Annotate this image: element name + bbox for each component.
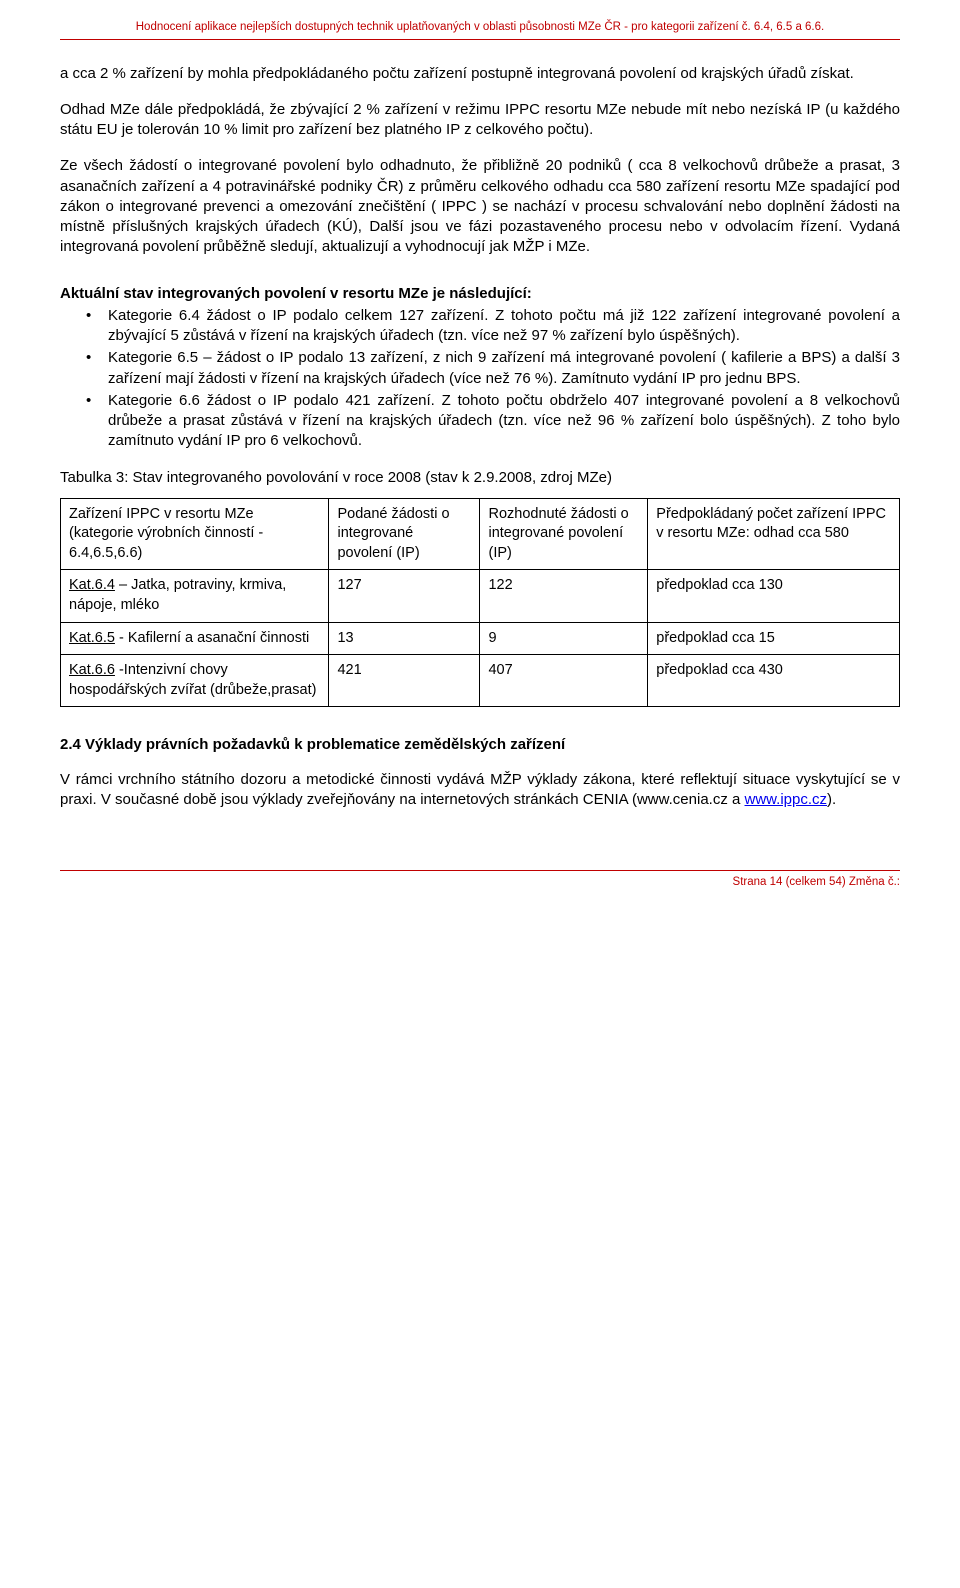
table-cell: předpoklad cca 430	[648, 655, 900, 707]
row-prefix: Kat.6.5	[69, 630, 115, 646]
table-row: Kat.6.5 - Kafilerní a asanační činnosti …	[61, 622, 900, 655]
table-header-row: Zařízení IPPC v resortu MZe (kategorie v…	[61, 498, 900, 570]
paragraph-2: Odhad MZe dále předpokládá, že zbývající…	[60, 100, 900, 141]
table-header-cell: Předpokládaný počet zařízení IPPC v reso…	[648, 498, 900, 570]
table-cell: 127	[329, 570, 480, 622]
header-rule	[60, 39, 900, 40]
status-bullet-list: Kategorie 6.4 žádost o IP podalo celkem …	[60, 306, 900, 452]
list-item: Kategorie 6.4 žádost o IP podalo celkem …	[108, 306, 900, 347]
table-cell: předpoklad cca 15	[648, 622, 900, 655]
row-prefix: Kat.6.4	[69, 577, 115, 593]
document-page: Hodnocení aplikace nejlepších dostupných…	[0, 0, 960, 921]
table-cell: 13	[329, 622, 480, 655]
table-cell-label: Kat.6.4 – Jatka, potraviny, krmiva, nápo…	[61, 570, 329, 622]
table-cell: předpoklad cca 130	[648, 570, 900, 622]
section-2-4-heading: 2.4 Výklady právních požadavků k problem…	[60, 735, 900, 755]
table-cell: 122	[480, 570, 648, 622]
table-header-cell: Zařízení IPPC v resortu MZe (kategorie v…	[61, 498, 329, 570]
section-2-4-paragraph: V rámci vrchního státního dozoru a metod…	[60, 770, 900, 811]
para-text-after-link: ).	[827, 791, 836, 808]
table-header-cell: Rozhodnuté žádosti o integrované povolen…	[480, 498, 648, 570]
page-header: Hodnocení aplikace nejlepších dostupných…	[60, 20, 900, 36]
table-cell-label: Kat.6.5 - Kafilerní a asanační činnosti	[61, 622, 329, 655]
table-cell: 421	[329, 655, 480, 707]
list-item: Kategorie 6.6 žádost o IP podalo 421 zař…	[108, 391, 900, 452]
table-cell: 9	[480, 622, 648, 655]
table-cell: 407	[480, 655, 648, 707]
paragraph-1: a cca 2 % zařízení by mohla předpokládan…	[60, 64, 900, 84]
list-item: Kategorie 6.5 – žádost o IP podalo 13 za…	[108, 348, 900, 389]
table-row: Kat.6.6 -Intenzivní chovy hospodářských …	[61, 655, 900, 707]
status-heading: Aktuální stav integrovaných povolení v r…	[60, 284, 900, 304]
table-header-cell: Podané žádosti o integrované povolení (I…	[329, 498, 480, 570]
ippc-link[interactable]: www.ippc.cz	[745, 791, 828, 808]
table-cell-label: Kat.6.6 -Intenzivní chovy hospodářských …	[61, 655, 329, 707]
page-footer: Strana 14 (celkem 54) Změna č.:	[60, 870, 900, 891]
table-caption: Tabulka 3: Stav integrovaného povolování…	[60, 468, 900, 488]
ippc-table: Zařízení IPPC v resortu MZe (kategorie v…	[60, 498, 900, 708]
table-row: Kat.6.4 – Jatka, potraviny, krmiva, nápo…	[61, 570, 900, 622]
paragraph-3: Ze všech žádostí o integrované povolení …	[60, 156, 900, 257]
row-rest: - Kafilerní a asanační činnosti	[115, 630, 309, 646]
row-prefix: Kat.6.6	[69, 662, 115, 678]
